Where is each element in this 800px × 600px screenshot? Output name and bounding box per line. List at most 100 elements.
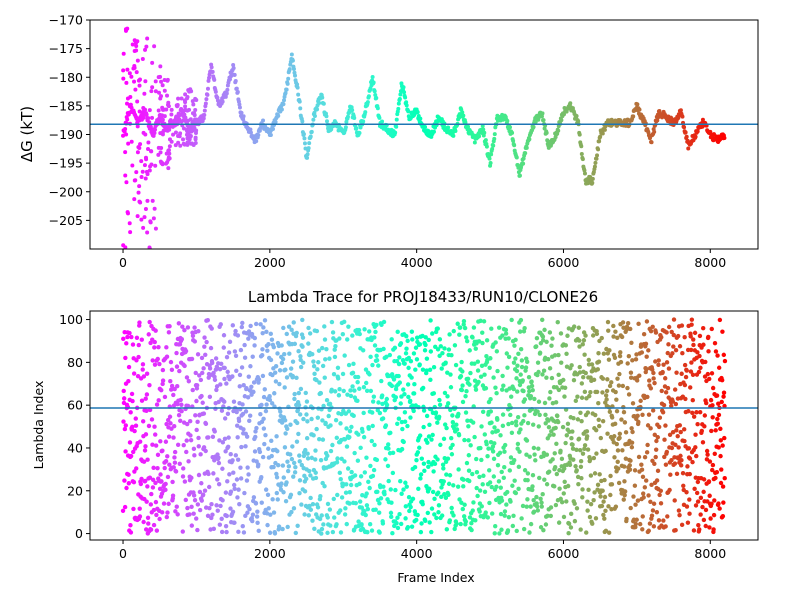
lambda-point [235,333,241,338]
lambda-point [387,352,393,358]
lambda-point [227,472,232,477]
lambda-point [370,362,375,368]
lambda-point [403,516,408,521]
lambda-point [288,422,293,427]
lambda-point [254,321,259,327]
lambda-point [535,409,540,414]
dg-point [143,206,148,211]
lambda-point [520,378,525,383]
dg-point [590,180,595,185]
lambda-point [534,504,540,509]
lambda-point [209,360,215,366]
lambda-point [230,374,235,379]
lambda-point [504,351,509,356]
lambda-point [549,375,555,381]
lambda-point [245,465,250,470]
lambda-point [640,474,646,480]
lambda-point [554,471,560,477]
dg-point [125,101,130,106]
lambda-point [670,399,676,404]
dg-point [225,87,230,92]
dg-point [127,221,132,226]
lambda-point [414,335,420,340]
lambda-point [164,345,169,350]
lambda-point [385,463,391,469]
lambda-point [644,366,649,372]
lambda-point [663,423,668,428]
lambda-point [426,464,431,470]
lambda-point [543,421,548,426]
lambda-point [671,344,676,349]
lambda-point [428,349,434,354]
lambda-point [498,511,504,517]
lambda-point [302,489,308,494]
lambda-point [160,381,165,387]
lambda-point [450,413,455,418]
lambda-point [585,410,591,415]
lambda-point [414,517,419,523]
dg-point [700,117,705,122]
lambda-point [598,435,604,441]
lambda-point [364,380,369,386]
lambda-point [718,426,723,432]
lambda-point [267,394,272,399]
dg-point [377,115,382,120]
lambda-point [426,434,432,439]
lambda-point [145,457,150,462]
lambda-point [461,484,466,489]
lambda-point [294,330,299,336]
dg-point [139,175,144,180]
lambda-point [274,490,280,496]
lambda-point [482,489,488,495]
lambda-point [320,418,325,423]
lambda-point [537,475,542,481]
lambda-point [672,461,678,466]
dg-point [315,107,320,112]
lambda-point [525,471,531,476]
dg-point [186,140,191,145]
lambda-point [278,409,283,414]
lambda-point [540,372,545,377]
lambda-point [292,341,298,347]
lambda-point [284,480,289,485]
lambda-point [121,396,127,401]
lambda-point [351,413,356,419]
dg-point [183,104,188,109]
lambda-point [394,521,399,526]
lambda-point [611,323,616,329]
lambda-point [491,474,497,479]
dg-point [282,98,287,103]
dg-x-tick-label: 4000 [401,255,433,270]
lambda-point [212,458,217,463]
lambda-point [472,361,477,366]
dg-point [579,144,584,149]
lambda-point [535,508,541,513]
dg-point [329,127,334,132]
dg-point [579,151,584,156]
lambda-point [351,361,356,367]
lambda-point [613,329,618,334]
lambda-point [690,459,695,465]
lambda-point [620,448,625,453]
lambda-point [556,520,562,525]
lambda-point [620,320,626,325]
lambda-point [123,355,128,361]
lambda-point [339,456,344,462]
dg-point [404,100,409,105]
lambda-point [710,385,716,391]
lambda-point [683,374,689,380]
lambda-point [418,472,424,477]
lambda-point [608,473,613,479]
lambda-point [453,362,459,368]
lambda-point [649,482,654,488]
lambda-point [460,399,466,405]
lambda-point [158,472,163,477]
lambda-point [524,359,530,365]
lambda-point [242,490,247,496]
lambda-point [653,330,659,335]
lambda-point [292,391,297,397]
dg-point [302,136,307,141]
dg-point [224,91,229,96]
dg-point [510,130,515,135]
dg-point [176,140,181,145]
